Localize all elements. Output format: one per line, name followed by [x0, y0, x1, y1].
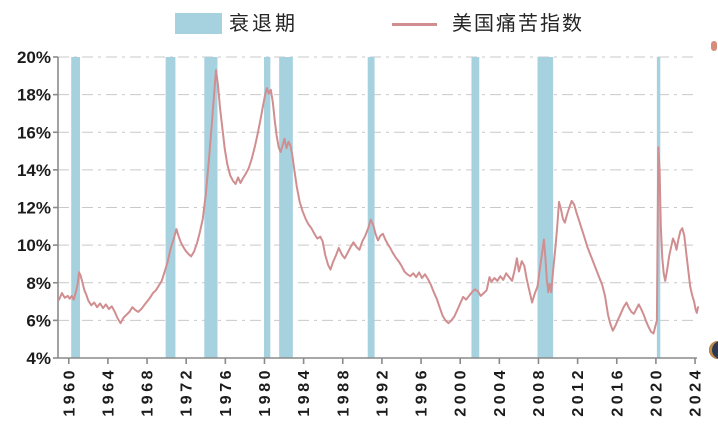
svg-text:2000: 2000 [453, 367, 470, 417]
svg-text:1960: 1960 [61, 367, 78, 417]
svg-text:6%: 6% [26, 311, 51, 330]
misery-index-line-swatch [392, 23, 437, 26]
cropped-artifact-bottom-right [709, 341, 718, 359]
x-axis: 1960 1964 1968 1972 1976 1980 1984 1988 1992 1996… [61, 358, 705, 417]
recession-band-swatch [175, 13, 222, 34]
svg-text:1972: 1972 [179, 367, 196, 417]
svg-text:16%: 16% [17, 123, 51, 142]
y-axis: 4% 6% 8% 10% 12% 14% 16% 18% 20% [17, 48, 58, 368]
svg-text:14%: 14% [17, 161, 51, 180]
svg-text:1984: 1984 [296, 367, 313, 417]
gridlines [58, 56, 697, 321]
svg-text:2024: 2024 [688, 367, 705, 417]
svg-text:2004: 2004 [492, 367, 509, 417]
svg-text:1964: 1964 [100, 367, 117, 417]
svg-text:1992: 1992 [374, 367, 391, 417]
svg-text:1996: 1996 [414, 367, 431, 417]
svg-text:1980: 1980 [257, 367, 274, 417]
svg-text:1988: 1988 [335, 367, 352, 417]
svg-text:1968: 1968 [140, 367, 157, 417]
recession-band-label: 衰退期 [229, 11, 298, 35]
cropped-artifact-top-right [711, 41, 717, 51]
svg-text:2012: 2012 [570, 367, 587, 417]
svg-text:12%: 12% [17, 199, 51, 218]
misery-index-label: 美国痛苦指数 [452, 11, 584, 35]
svg-text:18%: 18% [17, 86, 51, 105]
svg-text:1976: 1976 [218, 367, 235, 417]
svg-text:2020: 2020 [648, 367, 665, 417]
svg-text:4%: 4% [26, 349, 51, 368]
svg-text:10%: 10% [17, 236, 51, 255]
misery-index-line [58, 69, 699, 335]
svg-text:2016: 2016 [609, 367, 626, 417]
svg-text:8%: 8% [26, 274, 51, 293]
svg-text:20%: 20% [17, 48, 51, 67]
svg-text:2008: 2008 [531, 367, 548, 417]
